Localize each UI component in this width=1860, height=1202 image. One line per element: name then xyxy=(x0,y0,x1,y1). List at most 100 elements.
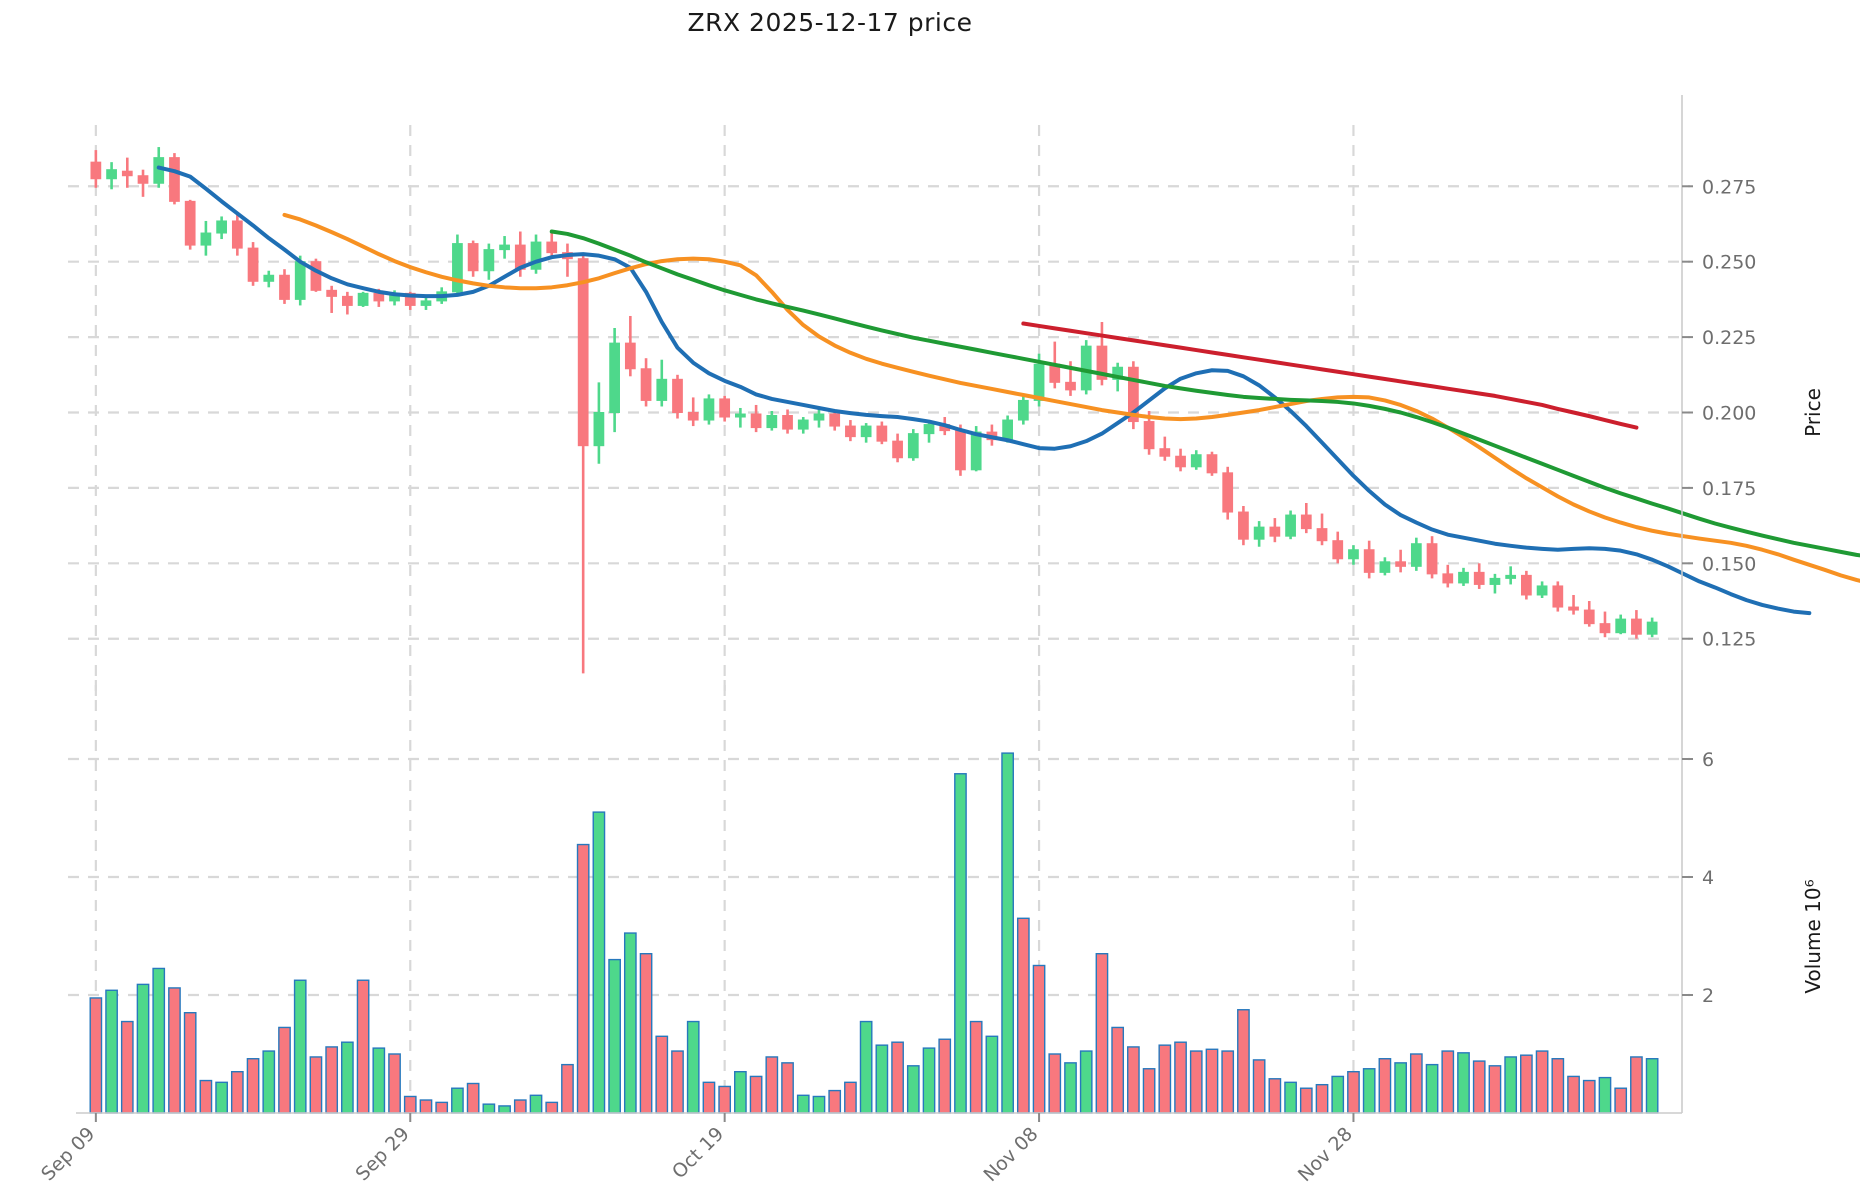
candle-body xyxy=(640,368,652,401)
candle-body xyxy=(1583,609,1595,625)
x-tick-label: Nov 08 xyxy=(979,1123,1042,1186)
volume-bar xyxy=(262,1050,276,1114)
overlay-line-ma_mid xyxy=(282,212,1860,583)
candle-body xyxy=(106,169,117,180)
volume-bar xyxy=(482,1103,496,1114)
candle-body xyxy=(656,378,668,401)
volume-bar xyxy=(812,1095,826,1114)
candle-body xyxy=(860,425,872,438)
candle-body xyxy=(1096,345,1108,380)
volume-tick-labels: 6 4 2 xyxy=(1682,749,1714,1007)
volume-bar xyxy=(1614,1087,1628,1114)
candle-body xyxy=(1521,574,1532,596)
candle-body xyxy=(1190,454,1202,468)
candle-body xyxy=(1631,618,1642,635)
candle-body xyxy=(1363,549,1375,573)
volume-bar xyxy=(1174,1041,1187,1114)
overlay-lines xyxy=(156,165,1860,616)
candle-body xyxy=(1080,345,1092,391)
volume-bar xyxy=(1127,1046,1140,1114)
volume-bar xyxy=(215,1081,228,1114)
volume-bar xyxy=(828,1089,842,1114)
candle-body xyxy=(735,413,746,418)
volume-tick-label: 4 xyxy=(1702,867,1714,889)
volume-bar xyxy=(388,1053,401,1114)
candle-body xyxy=(593,412,605,447)
candle-body xyxy=(294,261,306,300)
volume-bar xyxy=(356,979,370,1114)
candle-body xyxy=(1300,514,1312,530)
volume-bar xyxy=(1315,1083,1329,1114)
volume-bar xyxy=(734,1070,747,1114)
x-tick-label: Oct 19 xyxy=(668,1123,728,1183)
volume-bar xyxy=(529,1094,543,1114)
volume-tick-label: 2 xyxy=(1702,985,1714,1007)
volume-bar xyxy=(875,1044,889,1114)
candle-body xyxy=(342,295,353,306)
candle-body xyxy=(703,398,715,421)
volume-bar xyxy=(1205,1048,1219,1114)
volume-bar xyxy=(1284,1081,1297,1114)
candle-body xyxy=(357,292,369,306)
volume-bar xyxy=(1268,1078,1282,1114)
volume-series xyxy=(89,752,1659,1114)
volume-bar xyxy=(608,958,621,1114)
volume-bar xyxy=(1111,1026,1125,1114)
candle-body xyxy=(546,241,558,254)
candle-body xyxy=(326,289,338,297)
candle-body xyxy=(1426,543,1438,575)
candle-body xyxy=(955,430,966,471)
volume-bar xyxy=(969,1020,983,1114)
candle-body xyxy=(813,413,825,421)
volume-bar xyxy=(561,1063,574,1114)
volume-bar xyxy=(1425,1063,1439,1114)
candle-body xyxy=(1285,514,1296,537)
candle-body xyxy=(1065,381,1076,391)
volume-bar xyxy=(1142,1068,1156,1114)
volume-bar xyxy=(954,773,967,1114)
volume-bar xyxy=(1064,1062,1077,1114)
volume-bar xyxy=(309,1056,323,1114)
candle-body xyxy=(499,244,510,251)
volume-bar xyxy=(1535,1050,1549,1114)
candle-body xyxy=(153,157,165,184)
candle-body xyxy=(530,241,542,270)
candle-body xyxy=(1410,543,1422,567)
volume-bar xyxy=(1488,1065,1502,1114)
candle-body xyxy=(483,249,495,272)
volume-bar xyxy=(1016,917,1030,1114)
candle-body xyxy=(1599,623,1611,634)
candle-body xyxy=(121,170,133,177)
candle-body xyxy=(1473,571,1485,585)
candle-body xyxy=(1489,577,1501,585)
candle-body xyxy=(467,243,479,272)
candle-body xyxy=(687,412,699,421)
volume-bar xyxy=(1362,1068,1376,1114)
volume-bar xyxy=(781,1062,794,1114)
volume-bar xyxy=(592,811,606,1114)
volume-bar xyxy=(1520,1054,1533,1114)
volume-bar xyxy=(419,1099,433,1114)
price-tick-label: 0.200 xyxy=(1702,403,1756,425)
volume-bar xyxy=(545,1101,559,1114)
volume-bar xyxy=(749,1075,763,1114)
volume-bar xyxy=(246,1058,260,1114)
candle-body xyxy=(1316,528,1328,542)
volume-bar xyxy=(136,983,150,1114)
volume-bar xyxy=(922,1047,936,1114)
candle-body xyxy=(1379,561,1391,573)
candlestick-series xyxy=(90,147,1658,674)
volume-bar xyxy=(372,1047,386,1114)
volume-bar xyxy=(985,1035,999,1114)
volume-bar xyxy=(1095,953,1109,1114)
price-axis-title: Price xyxy=(1801,388,1825,437)
candle-body xyxy=(1646,621,1658,635)
candle-body xyxy=(184,200,196,246)
volume-bar xyxy=(1378,1058,1392,1114)
candle-body xyxy=(137,175,149,184)
volume-bar xyxy=(293,979,307,1114)
volume-bar xyxy=(765,1056,779,1114)
candle-body xyxy=(1505,574,1517,579)
candle-body xyxy=(404,292,416,306)
candle-body xyxy=(1568,606,1579,611)
